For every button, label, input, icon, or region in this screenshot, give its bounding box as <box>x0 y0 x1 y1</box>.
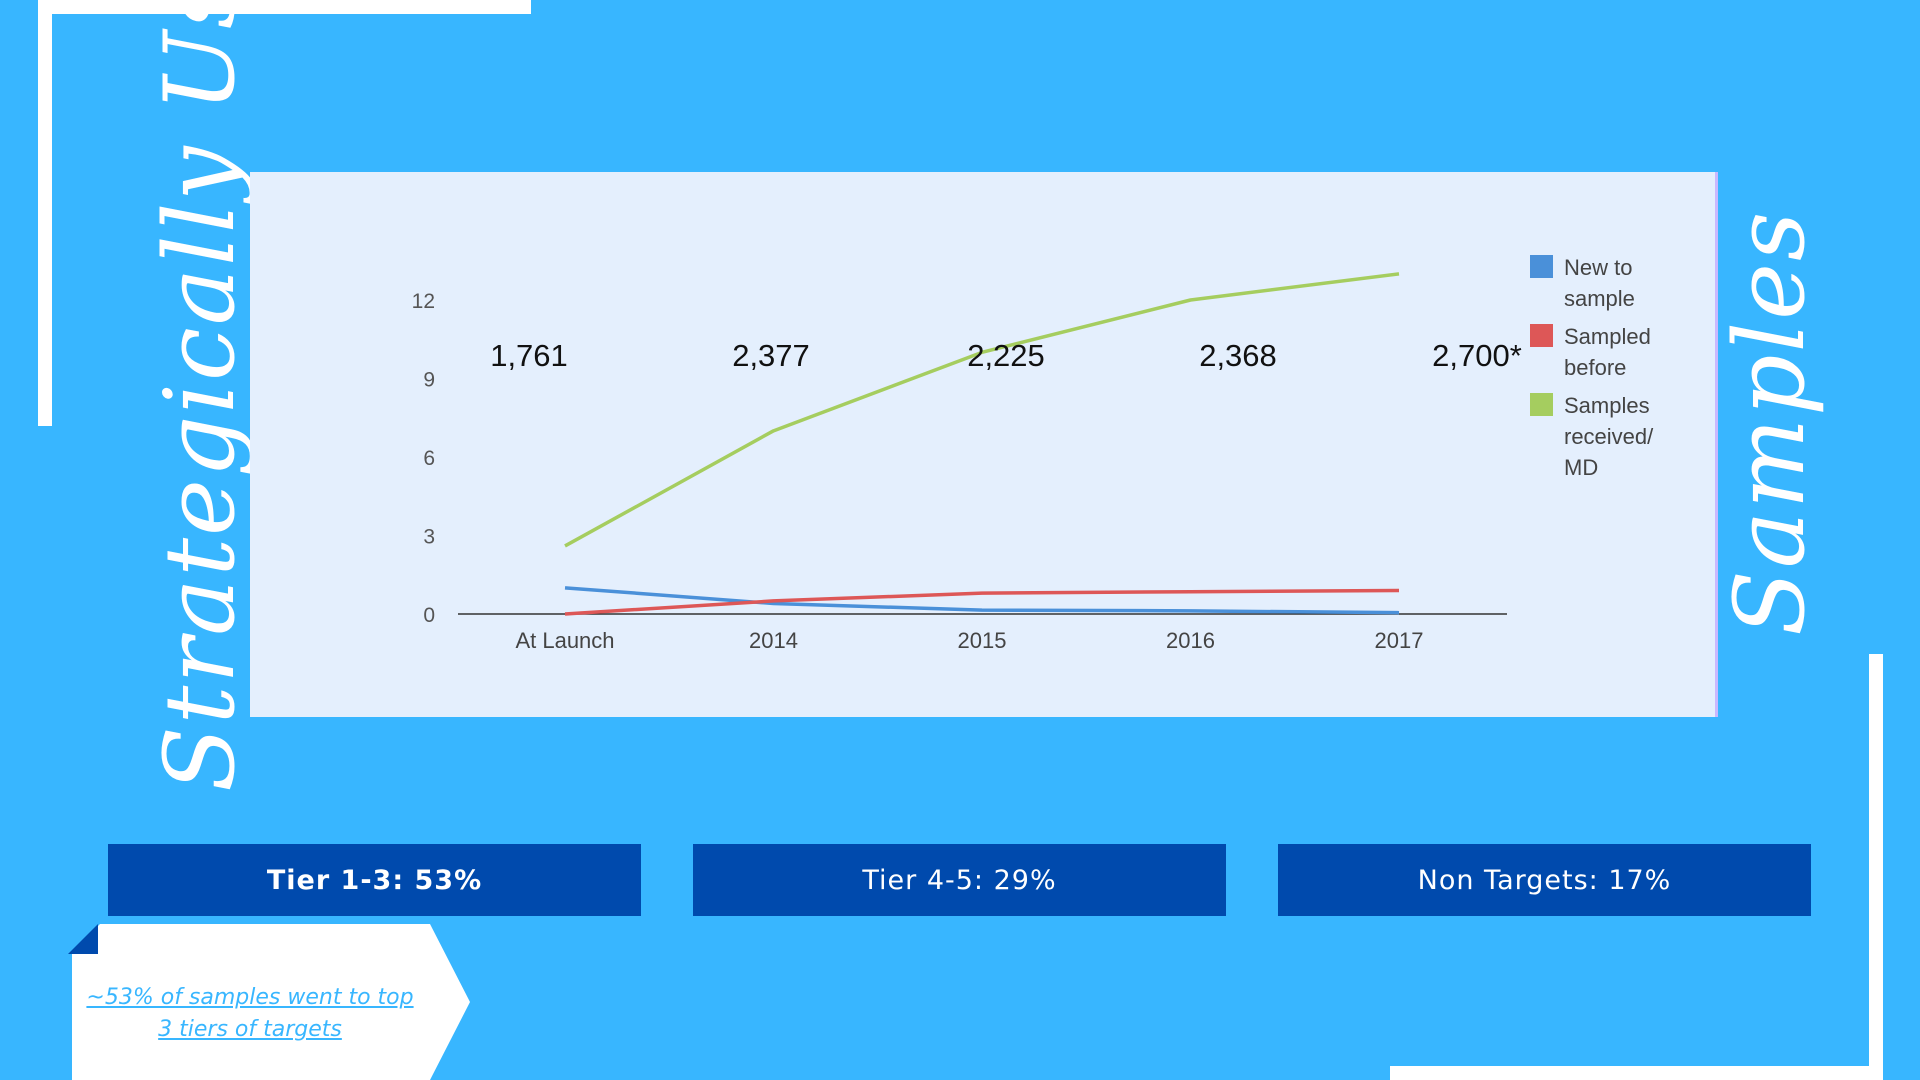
series-line-0 <box>564 586 1400 615</box>
count-annotation: 2,700* <box>1432 338 1522 373</box>
x-tick-label: At Launch <box>515 628 614 653</box>
x-tick-label: 2016 <box>1166 628 1215 653</box>
non-targets-box: Non Targets: 17% <box>1278 844 1811 916</box>
frame-left-bar <box>38 0 52 426</box>
line-chart: 0 3 6 9 12 At Launch 2014 2015 2016 2017 1,761 2,37… <box>412 255 1654 653</box>
x-tick-label: 2014 <box>749 628 798 653</box>
y-tick-label: 3 <box>423 526 435 549</box>
legend-label-2: Samples received/MD <box>1564 393 1654 480</box>
x-tick-label: 2017 <box>1375 628 1424 653</box>
legend-swatch-1 <box>1530 324 1553 347</box>
legend-swatch-2 <box>1530 393 1553 416</box>
legend-label-0: New to sample <box>1564 255 1635 311</box>
frame-top-bar <box>38 0 531 14</box>
left-script-title: Strategically Used <box>144 0 256 792</box>
series-line-1 <box>564 588 1400 616</box>
count-annotation: 1,761 <box>490 338 568 373</box>
legend-label-1: Sampled before <box>1564 324 1651 380</box>
note-text: ~53% of samples went to top 3 tiers of t… <box>86 985 414 1042</box>
right-script-title: Samples <box>1714 209 1826 636</box>
tier-4-5-box: Tier 4-5: 29% <box>693 844 1226 916</box>
count-annotation: 2,225 <box>967 338 1045 373</box>
count-annotation: 2,377 <box>732 338 810 373</box>
frame-right-bar <box>1869 654 1883 1080</box>
note-callout <box>68 924 470 1080</box>
y-tick-label: 0 <box>423 604 435 627</box>
y-tick-label: 6 <box>423 447 435 470</box>
y-tick-label: 12 <box>412 290 435 313</box>
series-line-2 <box>564 272 1400 548</box>
chart-panel: 0 3 6 9 12 At Launch 2014 2015 2016 2017 1,761 2,37… <box>250 172 1718 717</box>
y-tick-label: 9 <box>423 369 435 392</box>
frame-bottom-bar <box>1390 1066 1883 1080</box>
x-tick-label: 2015 <box>958 628 1007 653</box>
count-annotation: 2,368 <box>1199 338 1277 373</box>
tier-1-3-box: Tier 1-3: 53% <box>108 844 641 916</box>
legend-swatch-0 <box>1530 255 1553 278</box>
